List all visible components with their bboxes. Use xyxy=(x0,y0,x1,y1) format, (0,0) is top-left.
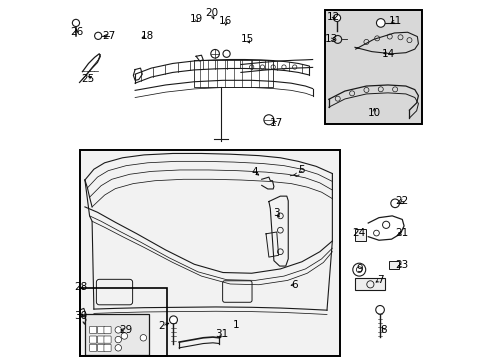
Bar xyxy=(354,229,365,241)
FancyBboxPatch shape xyxy=(89,326,97,333)
FancyBboxPatch shape xyxy=(85,314,149,355)
Circle shape xyxy=(264,115,273,125)
Bar xyxy=(80,149,339,356)
Circle shape xyxy=(72,19,80,27)
Bar xyxy=(325,10,421,125)
FancyBboxPatch shape xyxy=(97,326,104,333)
Text: 12: 12 xyxy=(326,12,339,22)
Circle shape xyxy=(390,199,399,208)
Text: 7: 7 xyxy=(376,275,383,285)
Bar xyxy=(325,10,421,125)
Circle shape xyxy=(169,316,177,324)
Text: 3: 3 xyxy=(273,208,280,218)
Text: 1: 1 xyxy=(233,320,240,330)
Bar xyxy=(80,150,339,355)
Text: 5: 5 xyxy=(298,165,305,175)
Text: 26: 26 xyxy=(70,27,83,37)
Text: 17: 17 xyxy=(269,118,282,128)
Circle shape xyxy=(375,306,384,314)
Text: 29: 29 xyxy=(119,325,132,335)
Bar xyxy=(388,261,398,269)
Text: 15: 15 xyxy=(240,35,253,44)
Circle shape xyxy=(94,32,102,40)
FancyBboxPatch shape xyxy=(355,278,385,291)
Text: 18: 18 xyxy=(140,31,153,41)
Circle shape xyxy=(352,263,365,276)
Text: 20: 20 xyxy=(204,8,218,18)
FancyBboxPatch shape xyxy=(97,344,104,351)
FancyBboxPatch shape xyxy=(104,344,111,351)
FancyBboxPatch shape xyxy=(89,336,97,343)
Text: 30: 30 xyxy=(74,311,87,320)
Text: 31: 31 xyxy=(215,329,228,339)
Circle shape xyxy=(121,333,127,339)
Text: 21: 21 xyxy=(395,228,408,238)
Text: 27: 27 xyxy=(102,31,115,41)
Text: 24: 24 xyxy=(352,228,365,238)
Text: 14: 14 xyxy=(381,49,394,59)
FancyBboxPatch shape xyxy=(89,344,97,351)
Circle shape xyxy=(376,19,384,27)
Text: 28: 28 xyxy=(74,282,87,292)
Text: 11: 11 xyxy=(387,17,401,27)
Text: 8: 8 xyxy=(380,325,386,335)
Text: 13: 13 xyxy=(324,35,337,44)
Circle shape xyxy=(140,334,146,341)
FancyBboxPatch shape xyxy=(97,336,104,343)
Text: 19: 19 xyxy=(189,14,203,24)
Text: 16: 16 xyxy=(219,17,232,27)
FancyBboxPatch shape xyxy=(104,326,111,333)
Bar xyxy=(80,288,167,356)
Circle shape xyxy=(115,327,121,333)
Circle shape xyxy=(115,336,121,343)
Circle shape xyxy=(333,14,340,22)
Text: 4: 4 xyxy=(251,167,257,177)
Text: 6: 6 xyxy=(291,280,297,290)
Text: 9: 9 xyxy=(355,264,362,274)
FancyBboxPatch shape xyxy=(104,336,111,343)
Text: 22: 22 xyxy=(395,196,408,206)
Text: 10: 10 xyxy=(367,108,380,118)
Circle shape xyxy=(115,345,121,351)
Bar xyxy=(80,149,339,356)
Text: 25: 25 xyxy=(81,74,94,84)
Text: 23: 23 xyxy=(395,260,408,270)
Text: 2: 2 xyxy=(159,321,165,331)
